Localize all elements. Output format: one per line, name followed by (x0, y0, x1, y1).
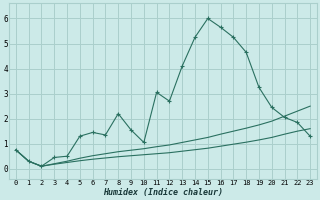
X-axis label: Humidex (Indice chaleur): Humidex (Indice chaleur) (103, 188, 223, 197)
